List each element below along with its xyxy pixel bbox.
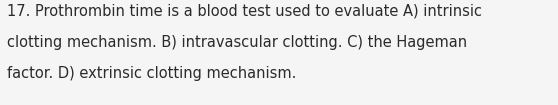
- Text: clotting mechanism. B) intravascular clotting. C) the Hageman: clotting mechanism. B) intravascular clo…: [7, 35, 467, 50]
- Text: 17. Prothrombin time is a blood test used to evaluate A) intrinsic: 17. Prothrombin time is a blood test use…: [7, 3, 482, 18]
- Text: factor. D) extrinsic clotting mechanism.: factor. D) extrinsic clotting mechanism.: [7, 66, 296, 81]
